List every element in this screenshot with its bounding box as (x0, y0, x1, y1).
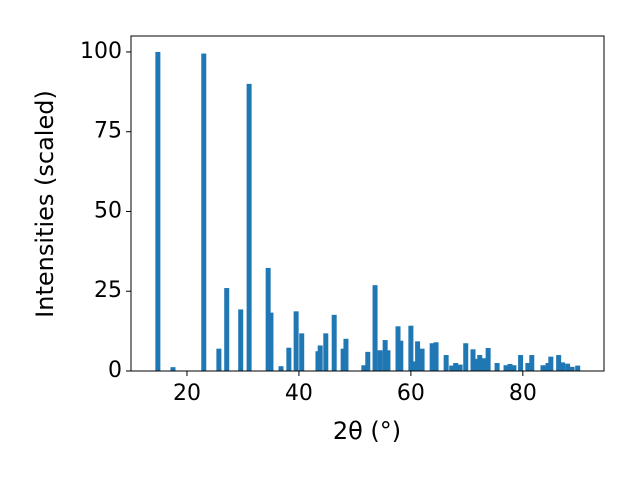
bar (299, 333, 305, 371)
y-tick-label: 75 (94, 119, 122, 144)
bar (411, 361, 417, 371)
bar (473, 358, 479, 371)
bar (246, 83, 252, 371)
bar (494, 363, 500, 371)
bar (286, 347, 292, 371)
bar (503, 365, 509, 371)
bar (395, 326, 401, 371)
bar (224, 288, 230, 371)
bar (238, 309, 244, 371)
x-tick-label: 20 (173, 381, 201, 406)
bar (443, 355, 449, 371)
y-tick-label: 100 (80, 39, 122, 64)
bar (155, 51, 161, 371)
bar (278, 366, 284, 371)
bar (343, 338, 349, 371)
y-tick-label: 50 (94, 198, 122, 223)
y-tick-label: 25 (94, 278, 122, 303)
bar (268, 312, 274, 371)
bar (540, 365, 546, 371)
bar (361, 365, 367, 371)
bar (507, 363, 513, 371)
bar (340, 348, 346, 371)
bar (525, 363, 531, 371)
x-axis-label: 2θ (°) (333, 417, 401, 445)
bar (518, 355, 524, 371)
bar (575, 365, 581, 371)
bar (372, 285, 378, 371)
bar (317, 345, 323, 371)
bar (511, 365, 517, 371)
bar (365, 351, 371, 371)
bar (398, 340, 404, 371)
bar (216, 348, 222, 371)
bar (548, 356, 554, 371)
bar (457, 364, 463, 371)
y-axis-label: Intensities (scaled) (31, 90, 59, 318)
bar (481, 358, 487, 371)
y-tick-label: 0 (108, 358, 122, 383)
bar (477, 355, 483, 371)
bar (529, 355, 535, 371)
bar (470, 349, 476, 371)
bar (293, 311, 299, 371)
bar (453, 363, 459, 371)
bar (385, 350, 391, 371)
bar (556, 355, 562, 371)
bar (170, 367, 176, 371)
bar (377, 350, 383, 371)
bar (331, 314, 337, 371)
plot-frame (130, 35, 605, 372)
bar (449, 365, 455, 371)
bar (323, 333, 329, 371)
bar (463, 343, 469, 371)
bar (415, 341, 421, 371)
bar (382, 340, 388, 371)
bar (485, 348, 491, 371)
bar (433, 342, 439, 371)
bar (201, 53, 207, 372)
bar (429, 343, 435, 371)
bar (565, 363, 571, 371)
x-tick-label: 80 (509, 381, 537, 406)
bar (408, 325, 414, 371)
bar (265, 267, 271, 371)
x-tick-label: 60 (397, 381, 425, 406)
bar (545, 363, 551, 371)
bar (569, 366, 575, 371)
bar (419, 348, 425, 371)
x-tick-label: 40 (285, 381, 313, 406)
bar (560, 362, 566, 371)
